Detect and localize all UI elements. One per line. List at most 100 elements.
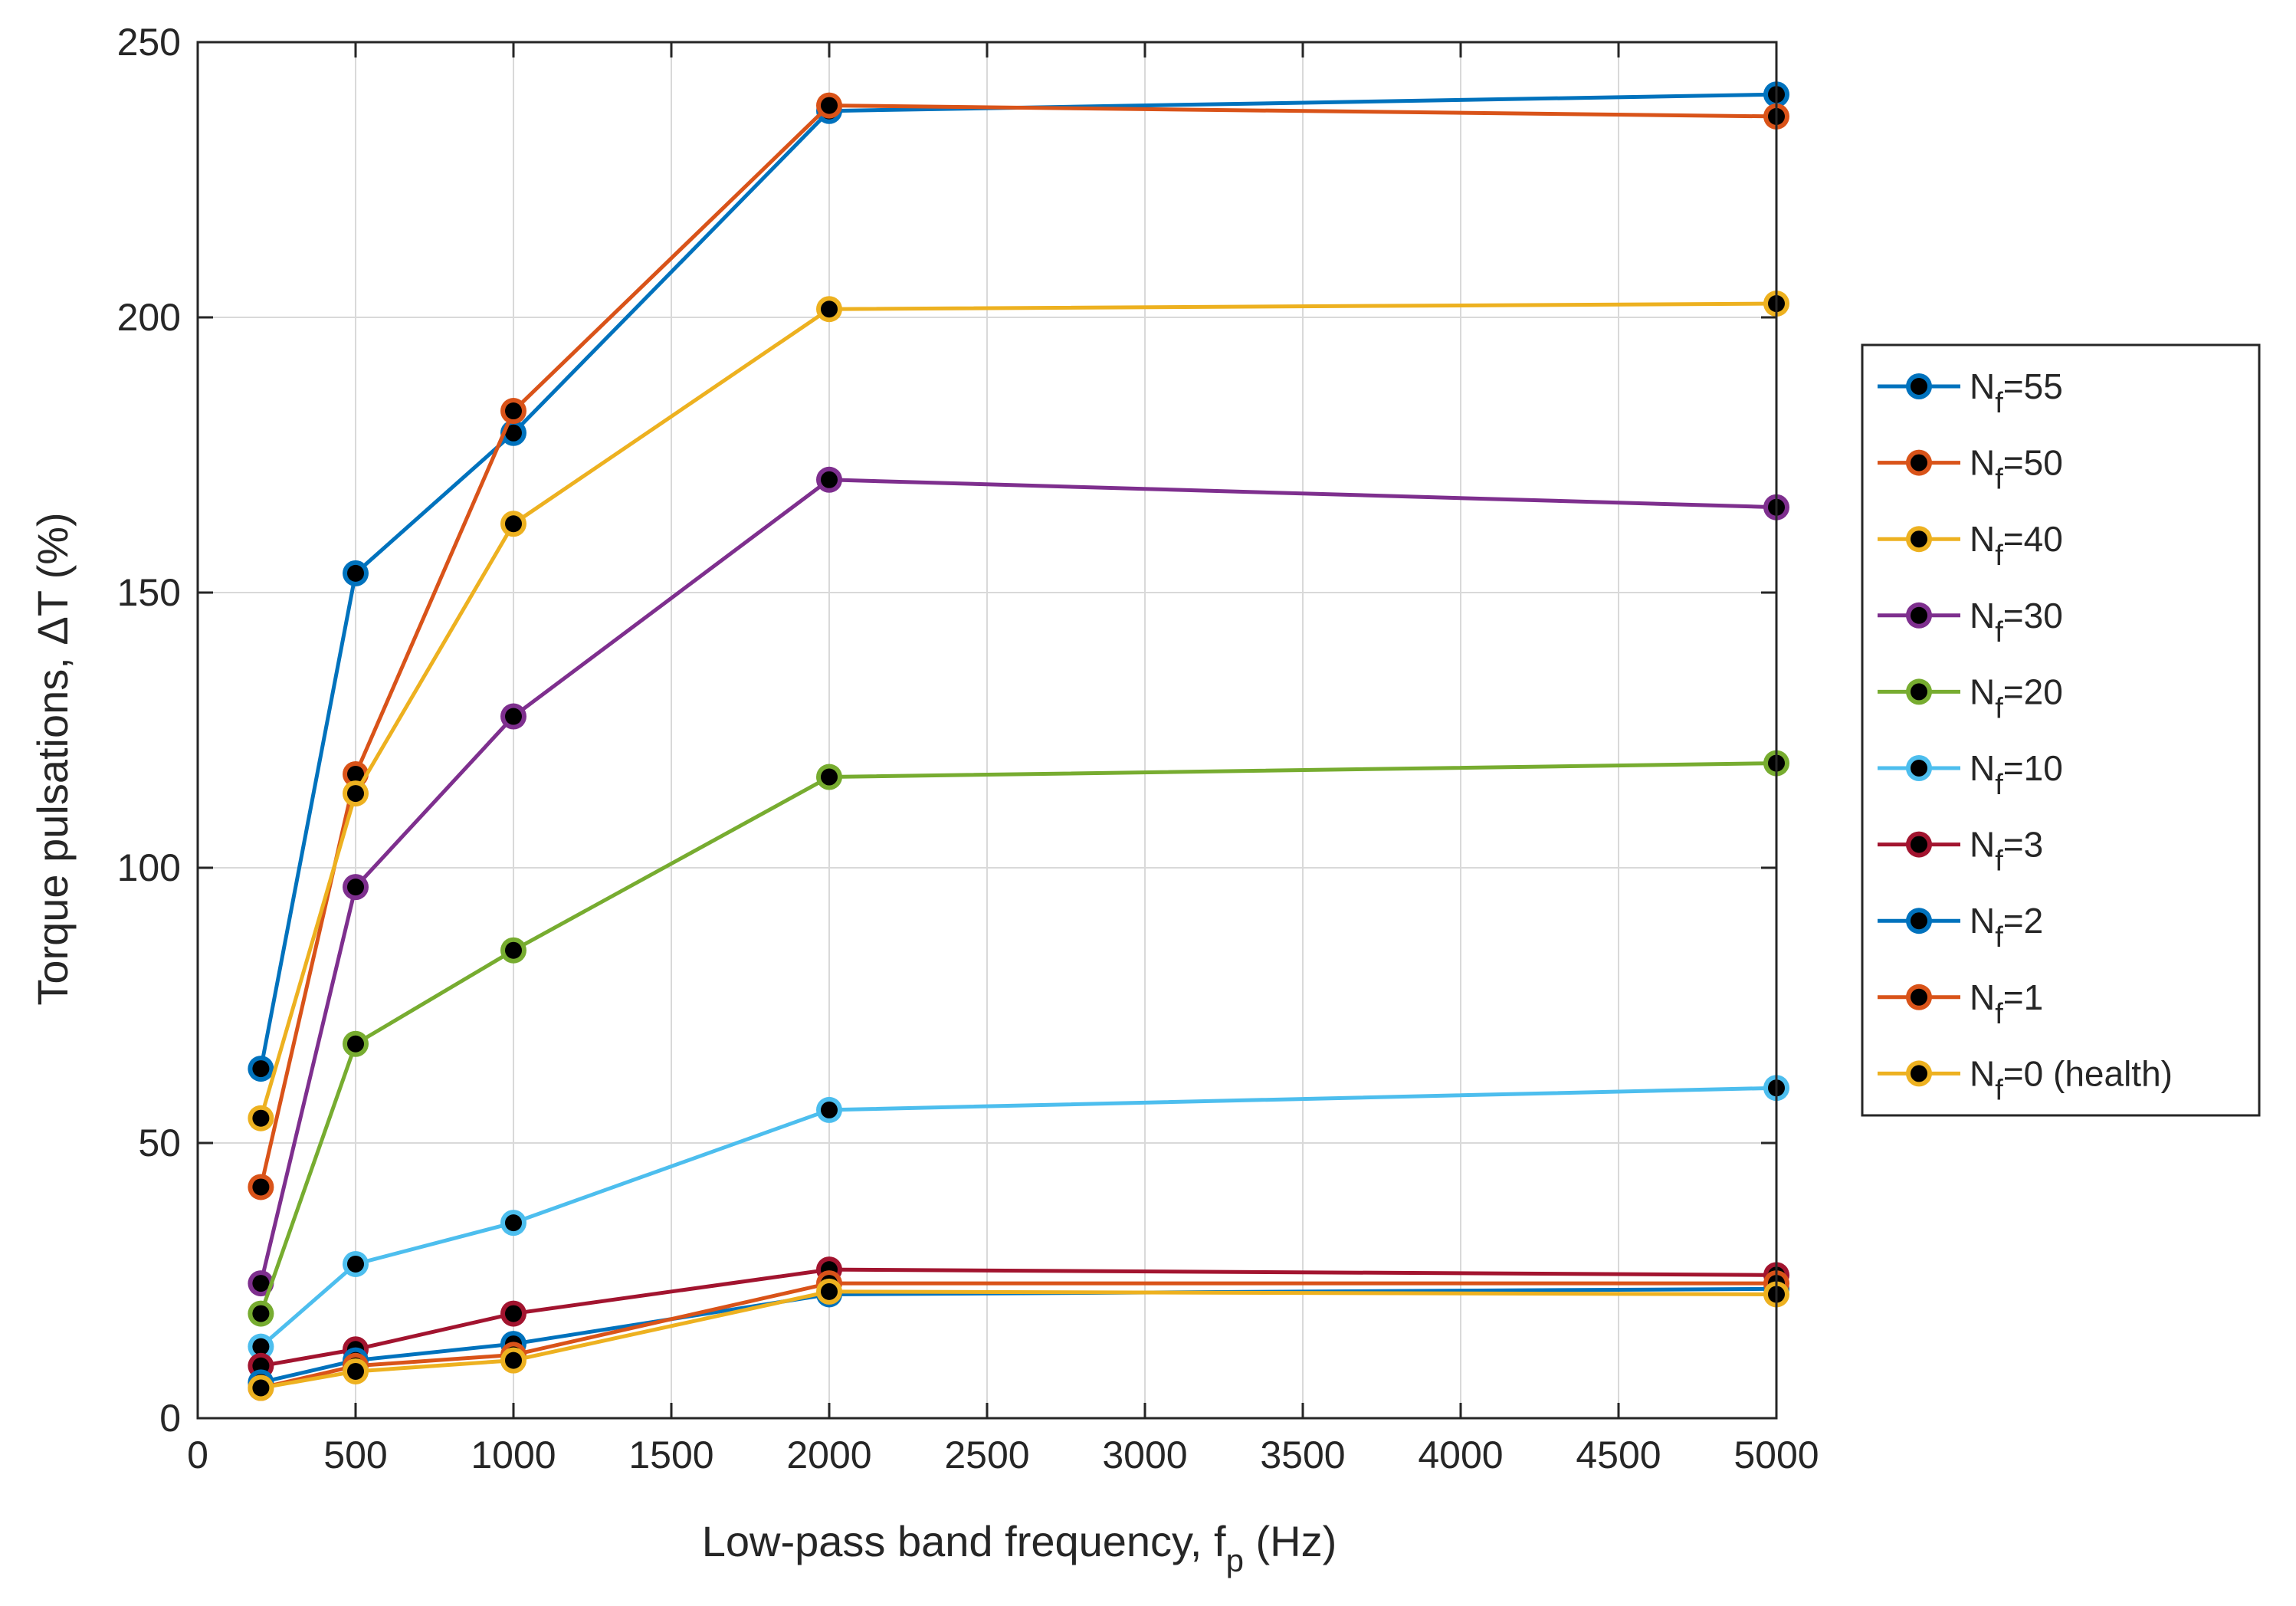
x-tick-label: 5000 xyxy=(1733,1434,1819,1476)
series-6 xyxy=(248,1256,1789,1379)
series-line xyxy=(260,1286,1777,1384)
data-point-center xyxy=(821,301,838,318)
data-point-center xyxy=(252,1109,270,1127)
legend-item: Nf=40 xyxy=(1878,519,2063,572)
series-line xyxy=(259,301,1777,1119)
data-point-center xyxy=(347,564,364,582)
data-point-center xyxy=(347,1255,364,1273)
x-tick-label: 4500 xyxy=(1576,1434,1661,1476)
legend-marker-center xyxy=(1911,683,1927,701)
data-point-center xyxy=(505,1305,522,1322)
legend-label: Nf=3 xyxy=(1970,825,2043,878)
legend-item: Nf=50 xyxy=(1878,443,2063,496)
legend-marker-center xyxy=(1911,530,1927,548)
data-point-center xyxy=(505,708,522,725)
series-3 xyxy=(248,466,1789,1297)
y-tick-label: 50 xyxy=(138,1122,181,1164)
data-point-center xyxy=(505,424,522,442)
x-tick-label: 1500 xyxy=(628,1434,713,1476)
x-tick-label: 2000 xyxy=(786,1434,871,1476)
data-point-center xyxy=(821,471,838,488)
series-line xyxy=(258,92,1777,1069)
x-tick-label: 2500 xyxy=(944,1434,1029,1476)
data-point-center xyxy=(252,1275,270,1292)
legend-item: Nf=3 xyxy=(1878,825,2043,878)
data-point-center xyxy=(347,1035,364,1053)
x-tick-label: 0 xyxy=(187,1434,208,1476)
x-tick-label: 500 xyxy=(323,1434,387,1476)
legend-label: Nf=40 xyxy=(1970,519,2063,572)
x-tick-label: 1000 xyxy=(471,1434,556,1476)
legend-marker-center xyxy=(1911,454,1927,471)
x-axis-label: Low-pass band frequency, fp (Hz) xyxy=(702,1517,1337,1578)
legend-marker-center xyxy=(1911,606,1927,624)
legend-item: Nf=20 xyxy=(1878,672,2063,724)
legend-box xyxy=(1861,343,2261,1117)
legend-label: Nf=55 xyxy=(1970,366,2063,419)
legend-marker-center xyxy=(1911,912,1927,930)
data-point-center xyxy=(252,1178,270,1196)
y-axis-ticks: 0 50 100 150 200 250 xyxy=(117,21,1776,1440)
legend: Nf=55 Nf=50 Nf=40 Nf=30 Nf=20 Nf=10 Nf=3 Nf=2 Nf… xyxy=(1861,343,2261,1117)
series-2 xyxy=(248,291,1789,1131)
y-tick-label: 100 xyxy=(117,846,181,889)
series-line xyxy=(260,1281,1776,1390)
legend-marker-center xyxy=(1911,760,1927,777)
data-point-center xyxy=(252,1338,270,1355)
series-4 xyxy=(248,750,1789,1327)
legend-marker-center xyxy=(1911,988,1927,1006)
legend-label: Nf=2 xyxy=(1970,901,2043,954)
legend-label: Nf=1 xyxy=(1970,977,2043,1030)
data-point-center xyxy=(252,1060,270,1078)
data-point-center xyxy=(821,1283,838,1300)
series-layer xyxy=(248,81,1789,1401)
legend-item: Nf=30 xyxy=(1878,596,2063,649)
data-point-center xyxy=(505,941,522,959)
legend-label: Nf=0 (health) xyxy=(1970,1053,2173,1106)
data-point-center xyxy=(347,765,364,783)
legend-item: Nf=1 xyxy=(1878,977,2043,1030)
x-axis-ticks: 0 500 1000 1500 2000 2500 3000 3500 4000 4500 5000 xyxy=(187,42,1819,1476)
legend-item: Nf=10 xyxy=(1878,748,2063,801)
legend-marker-center xyxy=(1911,836,1927,853)
data-point-center xyxy=(505,515,522,533)
x-tick-label: 3000 xyxy=(1102,1434,1187,1476)
x-tick-label: 4000 xyxy=(1418,1434,1503,1476)
grid xyxy=(197,41,1777,1419)
data-point-center xyxy=(505,1351,522,1369)
series-1 xyxy=(248,92,1789,1200)
legend-marker-center xyxy=(1911,378,1927,395)
data-point-center xyxy=(347,879,364,896)
x-axis-label-subscript: p xyxy=(1226,1542,1244,1578)
legend-item: Nf=55 xyxy=(1878,366,2063,419)
y-tick-label: 250 xyxy=(117,21,181,64)
legend-label: Nf=20 xyxy=(1970,672,2063,724)
y-tick-label: 200 xyxy=(117,296,181,339)
legend-label: Nf=50 xyxy=(1970,443,2063,496)
y-tick-label: 150 xyxy=(117,571,181,614)
series-line xyxy=(260,1289,1777,1390)
legend-label: Nf=10 xyxy=(1970,748,2063,801)
series-9 xyxy=(248,1278,1789,1401)
data-point-center xyxy=(821,1101,838,1118)
series-line xyxy=(258,478,1777,1284)
data-point-center xyxy=(505,1214,522,1232)
x-tick-label: 3500 xyxy=(1260,1434,1345,1476)
y-tick-label: 0 xyxy=(159,1397,181,1440)
data-point-center xyxy=(347,785,364,803)
y-axis-label: Torque pulsations, ΔT (%) xyxy=(28,512,77,1005)
data-point-center xyxy=(252,1379,270,1397)
data-point-center xyxy=(347,1362,364,1380)
series-line xyxy=(259,1085,1777,1348)
data-point-center xyxy=(252,1305,270,1322)
data-point-center xyxy=(821,97,838,114)
series-line xyxy=(258,103,1777,1187)
legend-label: Nf=30 xyxy=(1970,596,2063,649)
data-point-center xyxy=(821,768,838,786)
series-5 xyxy=(248,1075,1789,1360)
legend-marker-center xyxy=(1911,1065,1927,1082)
legend-item: Nf=0 (health) xyxy=(1878,1053,2173,1106)
data-point-center xyxy=(505,402,522,420)
legend-item: Nf=2 xyxy=(1878,901,2043,954)
